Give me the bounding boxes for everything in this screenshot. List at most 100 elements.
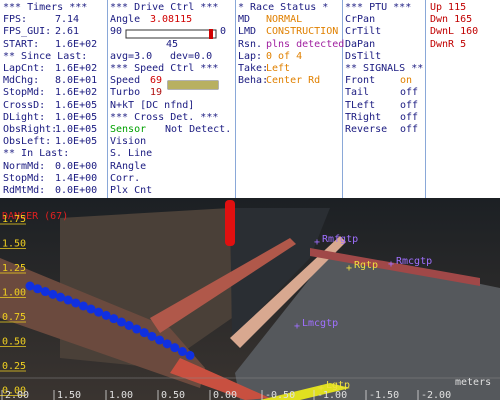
label: StopMd: — [3, 172, 46, 184]
value: Left — [266, 63, 291, 74]
value: 1.0E+05 — [55, 136, 98, 148]
value: Not Detect. — [165, 124, 232, 135]
label: FPS: — [3, 14, 28, 26]
label: CrPan — [345, 14, 376, 26]
angle-indicator — [209, 29, 213, 39]
lane-dot — [185, 350, 195, 360]
label: ObsRight: — [3, 124, 58, 135]
lane-dot — [147, 331, 157, 341]
label: *** Cross Det. *** — [110, 111, 219, 123]
y-label: 1.25 — [2, 263, 26, 274]
lane-dot — [33, 284, 43, 294]
separator — [342, 0, 343, 198]
lane-dot — [177, 347, 187, 357]
lane-dot — [124, 320, 134, 330]
yellow-trace — [260, 383, 350, 400]
lane-dot — [116, 317, 126, 327]
lane-dot — [71, 298, 81, 308]
label: RAngle — [110, 160, 147, 172]
label: ** In Last: — [3, 148, 70, 160]
label: * Race Status * — [238, 2, 329, 13]
value: 3.08115 — [150, 14, 193, 26]
angle-slider — [125, 29, 217, 39]
label: *** Timers *** — [3, 2, 88, 13]
value: off — [400, 87, 419, 99]
x-label: 0.00 — [213, 390, 237, 400]
lane-dot — [155, 335, 165, 345]
value: 1.0E+05 — [55, 111, 98, 123]
value: 7.14 — [55, 14, 80, 26]
y-label: 1.00 — [2, 288, 26, 299]
x-label: -0.50 — [265, 390, 295, 400]
x-label: -1.00 — [317, 390, 347, 400]
label: Dwn 165 — [430, 14, 473, 26]
label: LapCnt: — [3, 63, 46, 74]
label: Plx Cnt — [110, 185, 153, 196]
y-label: 0.00 — [2, 386, 26, 397]
label: Beha: — [238, 75, 269, 87]
value: 1.6E+02 — [55, 38, 98, 50]
marker-cross: + — [294, 321, 300, 332]
y-label: 0.25 — [2, 361, 26, 372]
label: Tail — [345, 87, 370, 99]
value: 1.6E+02 — [55, 87, 98, 99]
label: Vision — [110, 136, 147, 148]
label: 45 — [166, 38, 179, 50]
stripe — [310, 248, 480, 286]
lane-dot — [55, 292, 65, 302]
label: DsTilt — [345, 50, 382, 62]
lane-dot — [25, 281, 35, 291]
label: *** Drive Ctrl *** — [110, 2, 219, 13]
label: MD — [238, 14, 251, 26]
label: Sensor — [110, 124, 147, 135]
value: 0.0E+00 — [55, 185, 98, 196]
y-label: 1.75 — [2, 214, 26, 225]
separator — [235, 0, 236, 198]
marker-label: Lmcgtp — [302, 318, 338, 329]
label: Up 115 — [430, 2, 467, 13]
unit-label: meters — [455, 377, 491, 388]
label: MdChg: — [3, 75, 40, 87]
label: DwnL 160 — [430, 26, 479, 38]
separator — [425, 0, 426, 198]
label: DLight: — [3, 111, 46, 123]
lane-dot — [109, 314, 119, 324]
lane-dot — [86, 304, 96, 314]
label: CrTilt — [345, 26, 382, 38]
label: TLeft — [345, 99, 376, 111]
value: 2.61 — [55, 26, 80, 38]
lane-dot — [78, 301, 88, 311]
separator — [107, 0, 108, 198]
status-panel: *** Timers *** FPS: 7.14 FPS_GUI: 2.61 START:… — [0, 0, 500, 198]
label: 90 — [110, 26, 123, 38]
value: 69 — [150, 75, 163, 87]
x-label: -1.50 — [369, 390, 399, 400]
value: 8.0E+01 — [55, 75, 98, 87]
lane-dot — [48, 289, 58, 299]
value: 0 of 4 — [266, 50, 303, 62]
value: dev=0.0 — [170, 50, 213, 62]
label: Lap: — [238, 50, 263, 62]
label: Turbo — [110, 87, 141, 99]
label: Front — [345, 75, 376, 87]
label: ** SIGNALS ** — [345, 63, 424, 74]
marker-cross: + — [314, 237, 320, 248]
y-label: 1.50 — [2, 239, 26, 250]
marker-label: Rgtp — [354, 260, 378, 271]
stripe — [230, 236, 346, 348]
label: Angle — [110, 14, 141, 26]
value: CONSTRUCTION — [266, 26, 339, 38]
value: 0 — [220, 26, 227, 38]
label: DwnR 5 — [430, 38, 467, 50]
label: LMD — [238, 26, 257, 38]
value: 19 — [150, 87, 163, 99]
value: on — [400, 75, 413, 87]
lane-dot — [139, 328, 149, 338]
y-label: 0.50 — [2, 337, 26, 348]
label: Reverse — [345, 124, 388, 135]
red-trace — [225, 200, 235, 246]
stripe — [150, 238, 296, 333]
marker-label: Lgtp — [326, 380, 350, 391]
marker-label: Rmcgtp — [396, 256, 432, 267]
label: CrossD: — [3, 99, 46, 111]
